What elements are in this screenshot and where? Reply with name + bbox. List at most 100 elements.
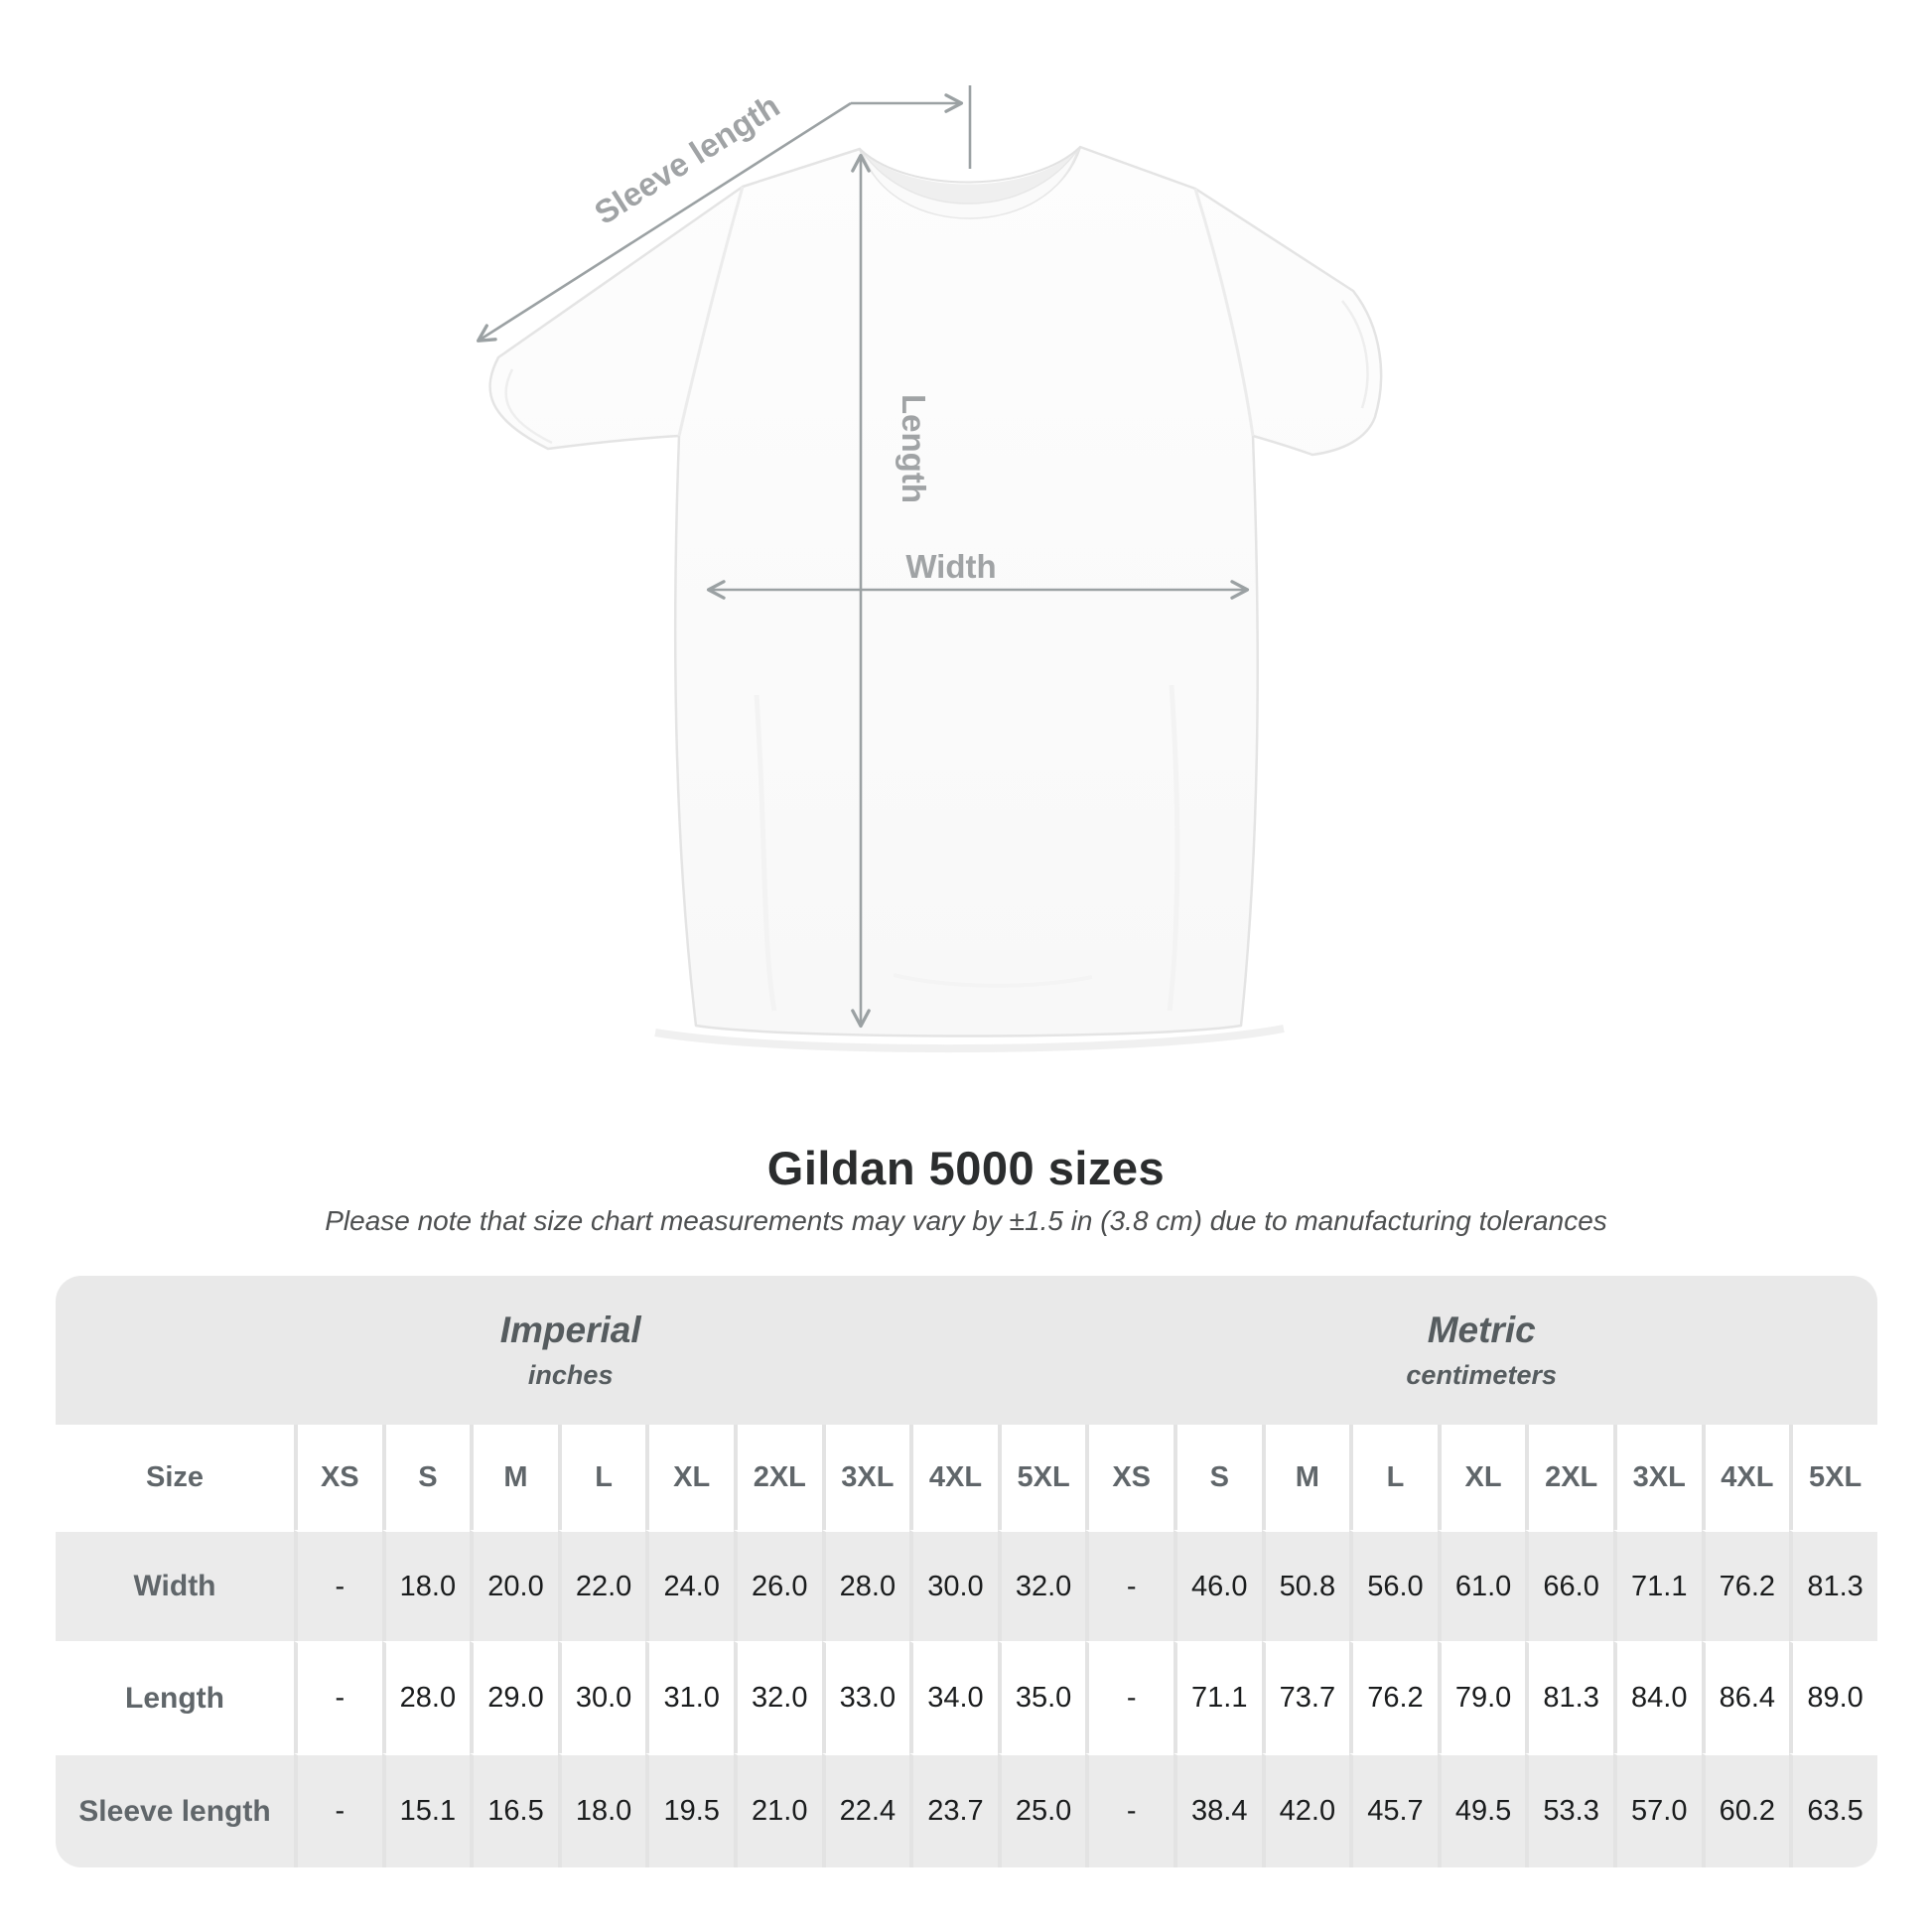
cell: 29.0 <box>470 1641 558 1753</box>
size-header-metric-s: S <box>1173 1425 1262 1530</box>
metric-group-title: Metric <box>1427 1310 1536 1351</box>
page-title: Gildan 5000 sizes <box>766 1142 1166 1194</box>
size-header-imperial-2xl: 2XL <box>733 1425 822 1530</box>
cell: 71.1 <box>1173 1641 1262 1753</box>
tshirt-measurement-diagram: Sleeve length Length Width <box>476 85 1383 1053</box>
cell: 15.1 <box>381 1753 471 1867</box>
unit-group-header-row: Imperial inches Metric centimeters <box>56 1276 1877 1425</box>
size-header-imperial-xl: XL <box>645 1425 734 1530</box>
cell: 76.2 <box>1349 1641 1438 1753</box>
left-cuff-seam <box>504 368 553 445</box>
cell: 38.4 <box>1173 1753 1262 1867</box>
hem-shadow <box>654 1025 1285 1053</box>
size-header-imperial-s: S <box>381 1425 471 1530</box>
cell: - <box>1085 1530 1173 1641</box>
size-header-imperial-5xl: 5XL <box>997 1425 1086 1530</box>
row-label-sleeve-length: Sleeve length <box>56 1753 295 1867</box>
size-header-metric-2xl: 2XL <box>1525 1425 1613 1530</box>
size-table-grid: Imperial inches Metric centimeters Size … <box>56 1276 1877 1867</box>
cell: 89.0 <box>1789 1641 1877 1753</box>
row-label-length: Length <box>56 1641 295 1753</box>
cell: 19.5 <box>645 1753 734 1867</box>
size-header-imperial-xs: XS <box>294 1425 382 1530</box>
cell: 32.0 <box>733 1641 822 1753</box>
cell: 35.0 <box>997 1641 1086 1753</box>
cell: 56.0 <box>1349 1530 1438 1641</box>
group-header-metric: Metric centimeters <box>1085 1276 1877 1425</box>
cell: 46.0 <box>1173 1530 1262 1641</box>
cell: 20.0 <box>470 1530 558 1641</box>
measurement-annotations <box>476 85 1250 1029</box>
table-row-sleeve-length: Sleeve length - 15.1 16.5 18.0 19.5 21.0… <box>56 1753 1877 1867</box>
cell: 86.4 <box>1701 1641 1790 1753</box>
cell: - <box>294 1641 382 1753</box>
width-label: Width <box>905 548 996 585</box>
cell: 45.7 <box>1349 1753 1438 1867</box>
cell: 22.0 <box>557 1530 646 1641</box>
size-header-row: Size XS S M L XL 2XL 3XL 4XL 5XL XS S M … <box>56 1425 1877 1530</box>
cell: 60.2 <box>1701 1753 1790 1867</box>
wrinkle <box>1167 684 1180 1012</box>
cell: 31.0 <box>645 1641 734 1753</box>
row-label-width: Width <box>56 1530 295 1641</box>
cell: - <box>294 1753 382 1867</box>
cell: 61.0 <box>1437 1530 1526 1641</box>
cell: 49.5 <box>1437 1753 1526 1867</box>
cell: 18.0 <box>557 1753 646 1867</box>
size-header-metric-5xl: 5XL <box>1789 1425 1877 1530</box>
cell: 21.0 <box>733 1753 822 1867</box>
size-header-metric-xl: XL <box>1437 1425 1526 1530</box>
neck-hole <box>862 149 1078 205</box>
size-table: Imperial inches Metric centimeters Size … <box>56 1276 1877 1867</box>
cell: 16.5 <box>470 1753 558 1867</box>
cell: 30.0 <box>557 1641 646 1753</box>
cell: 66.0 <box>1525 1530 1613 1641</box>
cell: 81.3 <box>1789 1530 1877 1641</box>
cell: - <box>1085 1753 1173 1867</box>
cell: 30.0 <box>909 1530 998 1641</box>
cell: - <box>294 1530 382 1641</box>
imperial-group-title: Imperial <box>499 1310 641 1351</box>
cell: 18.0 <box>381 1530 471 1641</box>
cell: - <box>1085 1641 1173 1753</box>
cell: 33.0 <box>821 1641 910 1753</box>
length-label: Length <box>896 394 932 503</box>
collar-back-edge <box>859 146 1081 184</box>
imperial-group-subtitle: inches <box>527 1359 614 1390</box>
size-header-metric-3xl: 3XL <box>1612 1425 1702 1530</box>
cell: 28.0 <box>381 1641 471 1753</box>
metric-group-subtitle: centimeters <box>1406 1359 1557 1390</box>
right-sleeve-seam <box>1193 188 1255 437</box>
cell: 23.7 <box>909 1753 998 1867</box>
cell: 24.0 <box>645 1530 734 1641</box>
cell: 26.0 <box>733 1530 822 1641</box>
size-header-metric-xs: XS <box>1085 1425 1173 1530</box>
size-header-imperial-l: L <box>557 1425 646 1530</box>
cell: 73.7 <box>1261 1641 1350 1753</box>
size-column-header: Size <box>56 1425 295 1530</box>
table-row-width: Width - 18.0 20.0 22.0 24.0 26.0 28.0 30… <box>56 1530 1877 1641</box>
cell: 76.2 <box>1701 1530 1790 1641</box>
cell: 32.0 <box>997 1530 1086 1641</box>
tshirt-outline <box>488 145 1383 1037</box>
cell: 42.0 <box>1261 1753 1350 1867</box>
size-header-imperial-4xl: 4XL <box>909 1425 998 1530</box>
cell: 79.0 <box>1437 1641 1526 1753</box>
left-sleeve-seam <box>677 186 745 437</box>
cell: 34.0 <box>909 1641 998 1753</box>
cell: 81.3 <box>1525 1641 1613 1753</box>
cell: 71.1 <box>1612 1530 1702 1641</box>
right-cuff-seam <box>1341 300 1369 409</box>
cell: 63.5 <box>1789 1753 1877 1867</box>
size-header-metric-l: L <box>1349 1425 1438 1530</box>
size-header-metric-4xl: 4XL <box>1701 1425 1790 1530</box>
wrinkle <box>754 694 777 1012</box>
page-subtitle: Please note that size chart measurements… <box>325 1205 1607 1236</box>
cell: 28.0 <box>821 1530 910 1641</box>
sleeve-length-arrow-diagonal <box>476 101 852 343</box>
cell: 57.0 <box>1612 1753 1702 1867</box>
size-header-imperial-m: M <box>470 1425 558 1530</box>
size-header-imperial-3xl: 3XL <box>821 1425 910 1530</box>
wrinkle <box>893 973 1093 988</box>
